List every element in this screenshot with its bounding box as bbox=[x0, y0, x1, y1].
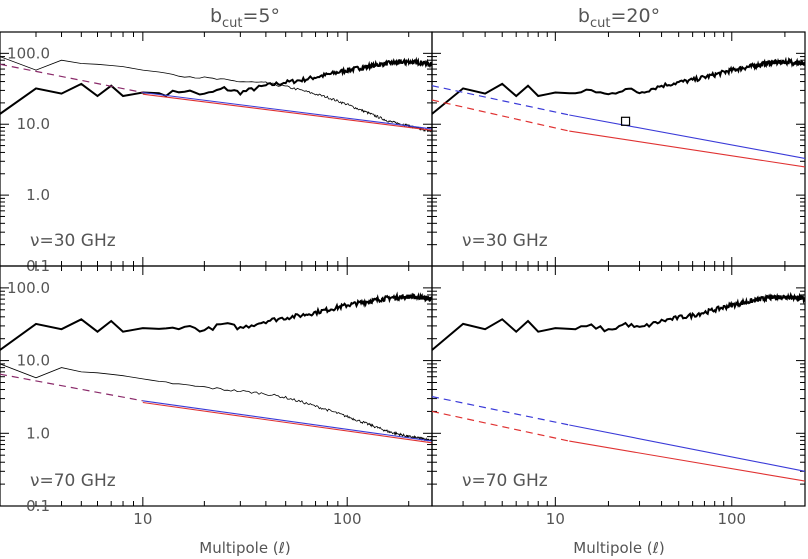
column-title-left: bcut=5° bbox=[210, 5, 280, 31]
series-solid-blue bbox=[569, 424, 805, 472]
x-tick-label: 100 bbox=[333, 510, 362, 528]
panel-top-right: ν=30 GHz bbox=[431, 31, 806, 267]
frequency-label: ν=70 GHz bbox=[30, 471, 116, 491]
panel-frame bbox=[431, 265, 806, 507]
series-thin-black bbox=[0, 363, 432, 442]
series-dashed-blue bbox=[432, 396, 570, 426]
y-tick-label: 10.0 bbox=[17, 115, 50, 133]
x-axis-label-left: Multipole (ℓ) bbox=[199, 539, 290, 557]
x-tick-label: 10 bbox=[546, 510, 565, 528]
series-dashed-purple bbox=[0, 63, 143, 94]
x-tick-label: 100 bbox=[717, 510, 746, 528]
y-tick-label: 10.0 bbox=[17, 352, 50, 370]
series-solid-blue bbox=[569, 114, 805, 159]
series-thick-black bbox=[432, 291, 805, 351]
y-tick-label: 0.1 bbox=[26, 497, 50, 515]
series-solid-red bbox=[142, 93, 432, 131]
series-solid-blue bbox=[142, 91, 432, 130]
series-dashed-blue bbox=[432, 85, 570, 116]
y-tick-label: 100.0 bbox=[7, 279, 50, 297]
y-tick-label: 1.0 bbox=[26, 186, 50, 204]
series-thick-black bbox=[0, 291, 432, 351]
frequency-label: ν=30 GHz bbox=[30, 231, 116, 251]
column-title-right: bcut=20° bbox=[578, 5, 660, 31]
x-axis-label-right: Multipole (ℓ) bbox=[573, 539, 664, 557]
y-tick-label: 100.0 bbox=[7, 44, 50, 62]
panel-bottom-right: 10 100 ν=70 GHz bbox=[431, 265, 806, 528]
series-solid-red bbox=[569, 440, 805, 482]
series-solid-red bbox=[142, 401, 432, 444]
series-dashed-purple bbox=[0, 373, 143, 402]
series-dashed-red bbox=[432, 410, 570, 442]
series-solid-red bbox=[569, 130, 805, 168]
series-thick-black bbox=[432, 56, 805, 115]
series-dashed-red bbox=[432, 99, 570, 132]
series-solid-blue bbox=[142, 400, 432, 442]
panel-bottom-left: 0.1 1.0 10.0 100.0 10 100 ν=70 GHz bbox=[0, 265, 433, 528]
y-tick-label: 1.0 bbox=[26, 424, 50, 442]
frequency-label: ν=70 GHz bbox=[462, 471, 548, 491]
data-marker bbox=[620, 116, 631, 126]
series-thick-black bbox=[0, 56, 432, 115]
x-tick-label: 10 bbox=[133, 510, 152, 528]
frequency-label: ν=30 GHz bbox=[462, 231, 548, 251]
